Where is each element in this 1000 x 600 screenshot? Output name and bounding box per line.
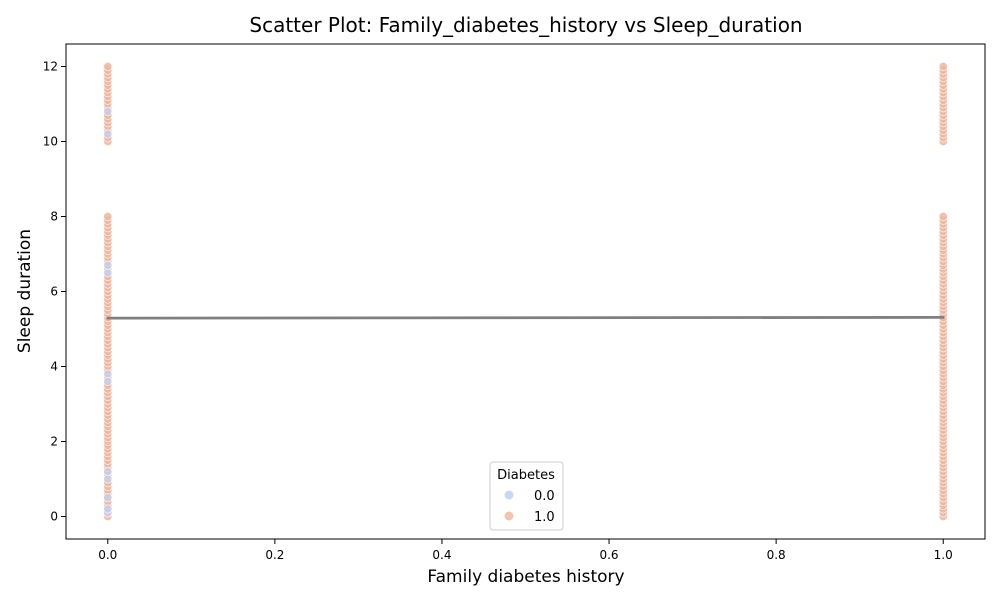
x-tick-label: 0.6 — [599, 548, 618, 562]
data-point — [103, 474, 113, 484]
x-tick-label: 0.4 — [432, 548, 451, 562]
y-tick-label: 10 — [43, 135, 58, 149]
data-point — [103, 260, 113, 270]
plot-marks — [103, 61, 948, 521]
y-tick-label: 12 — [43, 60, 58, 74]
data-point — [103, 129, 113, 139]
y-tick-label: 0 — [50, 510, 58, 524]
y-tick-label: 6 — [50, 285, 58, 299]
y-tick-label: 2 — [50, 435, 58, 449]
data-point — [103, 493, 113, 503]
chart-title: Scatter Plot: Family_diabetes_history vs… — [249, 13, 802, 37]
data-point — [103, 212, 113, 222]
data-point — [103, 61, 113, 71]
legend-marker-1 — [504, 511, 514, 521]
trend-line — [106, 315, 945, 320]
y-axis: 0 2 4 6 8 10 12 — [43, 60, 66, 524]
x-tick-label: 1.0 — [934, 548, 953, 562]
x-tick-label: 0.2 — [265, 548, 284, 562]
legend-marker-0 — [504, 490, 514, 500]
y-tick-label: 8 — [50, 210, 58, 224]
x-axis-label: Family diabetes history — [427, 567, 624, 587]
x-tick-label: 0.0 — [98, 548, 117, 562]
legend: Diabetes 0.0 1.0 — [489, 461, 564, 531]
y-tick-label: 4 — [50, 360, 58, 374]
legend-title: Diabetes — [497, 468, 555, 483]
legend-label-0: 0.0 — [534, 489, 555, 504]
data-point — [938, 212, 948, 222]
data-point — [103, 369, 113, 379]
x-axis: 0.0 0.2 0.4 0.6 0.8 1.0 — [98, 539, 953, 562]
data-point — [103, 107, 113, 117]
legend-label-1: 1.0 — [534, 510, 555, 525]
data-point — [103, 466, 113, 476]
y-axis-label: Sleep duration — [15, 229, 35, 353]
data-point — [938, 61, 948, 71]
data-point — [103, 504, 113, 514]
series-0.0 — [103, 107, 113, 518]
x-tick-label: 0.8 — [767, 548, 786, 562]
data-point — [103, 376, 113, 386]
data-point — [103, 268, 113, 278]
